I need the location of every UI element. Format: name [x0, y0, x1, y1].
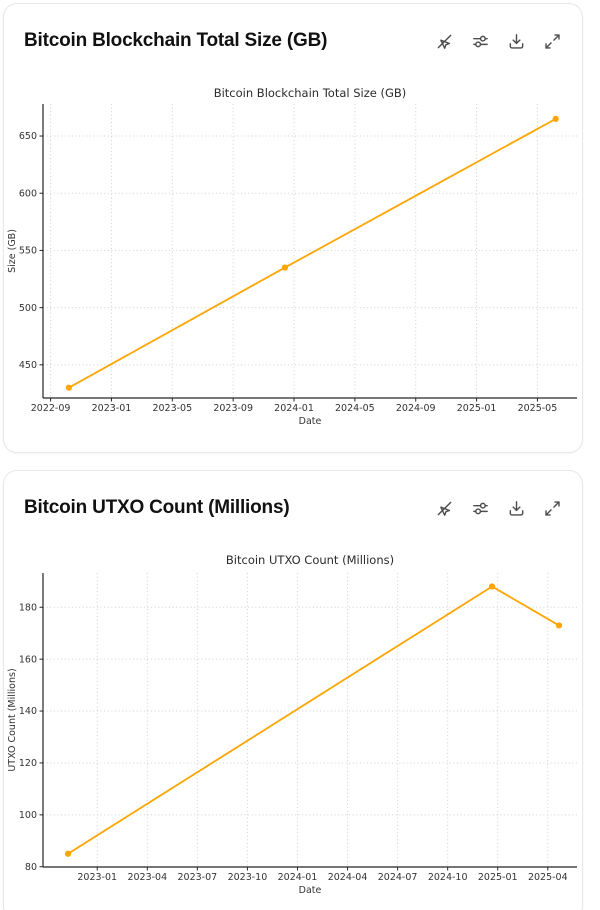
- pointer-off-icon: [437, 501, 451, 516]
- chart-toolbar: [434, 31, 562, 51]
- svg-text:2023-05: 2023-05: [152, 403, 192, 414]
- svg-text:100: 100: [19, 810, 37, 821]
- svg-text:450: 450: [19, 360, 37, 371]
- expand-button[interactable]: [542, 31, 562, 51]
- chart-toolbar: [434, 498, 562, 518]
- pointer-off-button[interactable]: [434, 498, 454, 518]
- svg-text:2024-01: 2024-01: [278, 872, 318, 883]
- svg-text:500: 500: [19, 303, 37, 314]
- svg-text:80: 80: [25, 862, 37, 873]
- sliders-icon: [472, 35, 488, 47]
- utxo-count-card: 2023-01 2023-04 2023-07 2023-10 2024-01 2024-…: [3, 470, 583, 910]
- svg-text:600: 600: [19, 188, 37, 199]
- svg-text:2024-10: 2024-10: [428, 872, 468, 883]
- svg-text:2024-09: 2024-09: [396, 403, 436, 414]
- svg-text:2023-01: 2023-01: [77, 872, 117, 883]
- sliders-icon: [472, 502, 488, 514]
- svg-text:2023-01: 2023-01: [92, 403, 132, 414]
- blockchain-size-chart[interactable]: 2022-09 2023-01 2023-05 2023-09 2024-01 2024-…: [4, 4, 582, 452]
- svg-text:140: 140: [19, 706, 37, 717]
- svg-text:Bitcoin UTXO Count (Millions): Bitcoin UTXO Count (Millions): [226, 553, 394, 567]
- svg-text:2024-04: 2024-04: [328, 872, 368, 883]
- svg-text:650: 650: [19, 131, 37, 142]
- download-icon: [509, 500, 523, 516]
- download-button[interactable]: [506, 498, 526, 518]
- svg-text:180: 180: [19, 602, 37, 613]
- sliders-button[interactable]: [470, 31, 490, 51]
- sliders-button[interactable]: [470, 498, 490, 518]
- svg-text:2024-01: 2024-01: [274, 403, 314, 414]
- svg-text:2025-04: 2025-04: [528, 872, 568, 883]
- svg-text:2023-07: 2023-07: [178, 872, 218, 883]
- svg-text:120: 120: [19, 758, 37, 769]
- svg-text:Date: Date: [299, 885, 322, 896]
- expand-icon: [544, 33, 560, 49]
- blockchain-size-card: 2022-09 2023-01 2023-05 2023-09 2024-01 2024-…: [3, 3, 583, 453]
- pointer-off-button[interactable]: [434, 31, 454, 51]
- svg-text:2024-05: 2024-05: [335, 403, 375, 414]
- expand-button[interactable]: [542, 498, 562, 518]
- utxo-count-chart[interactable]: 2023-01 2023-04 2023-07 2023-10 2024-01 2024-…: [4, 471, 582, 910]
- expand-icon: [544, 500, 560, 516]
- svg-text:2025-01: 2025-01: [457, 403, 497, 414]
- svg-text:2023-04: 2023-04: [127, 872, 167, 883]
- card-header: Bitcoin Blockchain Total Size (GB): [4, 4, 582, 62]
- card-header: Bitcoin UTXO Count (Millions): [4, 471, 582, 529]
- svg-text:2025-01: 2025-01: [478, 872, 518, 883]
- svg-text:Bitcoin Blockchain Total Size: Bitcoin Blockchain Total Size (GB): [214, 86, 407, 100]
- download-icon: [509, 33, 523, 49]
- svg-text:2024-07: 2024-07: [378, 872, 418, 883]
- pointer-off-icon: [437, 34, 451, 49]
- svg-text:2023-10: 2023-10: [228, 872, 268, 883]
- svg-text:2022-09: 2022-09: [31, 403, 71, 414]
- svg-text:Date: Date: [299, 416, 322, 427]
- svg-text:Size (GB): Size (GB): [7, 229, 18, 273]
- svg-text:2023-09: 2023-09: [213, 403, 253, 414]
- svg-text:550: 550: [19, 246, 37, 257]
- card-title: Bitcoin Blockchain Total Size (GB): [24, 30, 328, 51]
- card-title: Bitcoin UTXO Count (Millions): [24, 497, 290, 518]
- svg-text:UTXO Count (Millions): UTXO Count (Millions): [7, 668, 18, 771]
- svg-text:2025-05: 2025-05: [518, 403, 558, 414]
- download-button[interactable]: [506, 31, 526, 51]
- svg-text:160: 160: [19, 654, 37, 665]
